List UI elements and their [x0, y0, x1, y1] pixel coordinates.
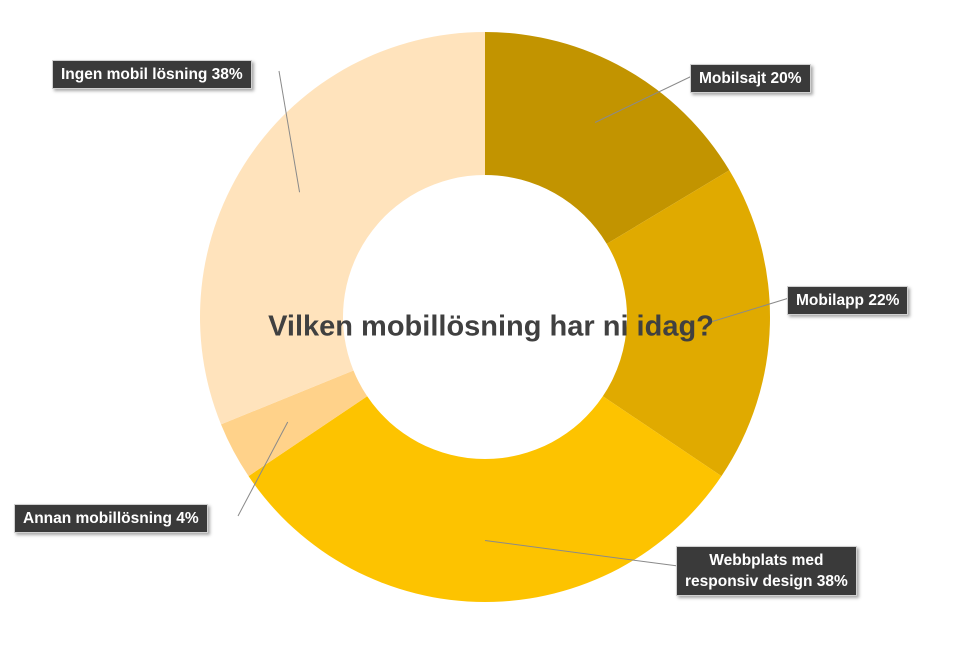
slice-mobilsajt — [485, 32, 730, 244]
data-label-text: Annan mobillösning 4% — [23, 510, 199, 527]
slice-mobilapp — [602, 170, 770, 477]
slice-annan-mobill-sning — [220, 370, 368, 477]
data-label-line: Webbplats med — [709, 552, 824, 569]
leader-lines-group — [237, 70, 790, 567]
data-label-text: Mobilsajt 20% — [699, 70, 802, 87]
leader-line-mobilsajt — [594, 75, 693, 123]
data-label-line: responsiv design 38% — [685, 573, 848, 590]
data-label-text: Ingen mobil lösning 38% — [61, 66, 243, 83]
leader-line-annan-mobill-sning — [237, 421, 289, 517]
data-label-ingen: Ingen mobil lösning 38% — [52, 60, 252, 89]
slice-ingen-mobil-l-sning — [199, 32, 485, 425]
slice-webbplats-med-responsiv-design — [248, 396, 722, 602]
leader-line-ingen-mobil-l-sning — [278, 70, 301, 193]
data-label-text: Mobilapp 22% — [796, 292, 900, 309]
data-label-annan: Annan mobillösning 4% — [14, 504, 208, 533]
data-label-mobilapp: Mobilapp 22% — [787, 286, 909, 315]
leader-line-webbplats-med-responsiv-design — [484, 540, 679, 567]
leader-line-mobilapp — [708, 297, 790, 324]
chart-title: Vilken mobillösning har ni idag? — [268, 311, 714, 343]
data-label-webbplats: Webbplats med responsiv design 38% — [676, 546, 857, 596]
data-label-mobilsajt: Mobilsajt 20% — [690, 64, 811, 93]
slices-group — [199, 32, 770, 602]
